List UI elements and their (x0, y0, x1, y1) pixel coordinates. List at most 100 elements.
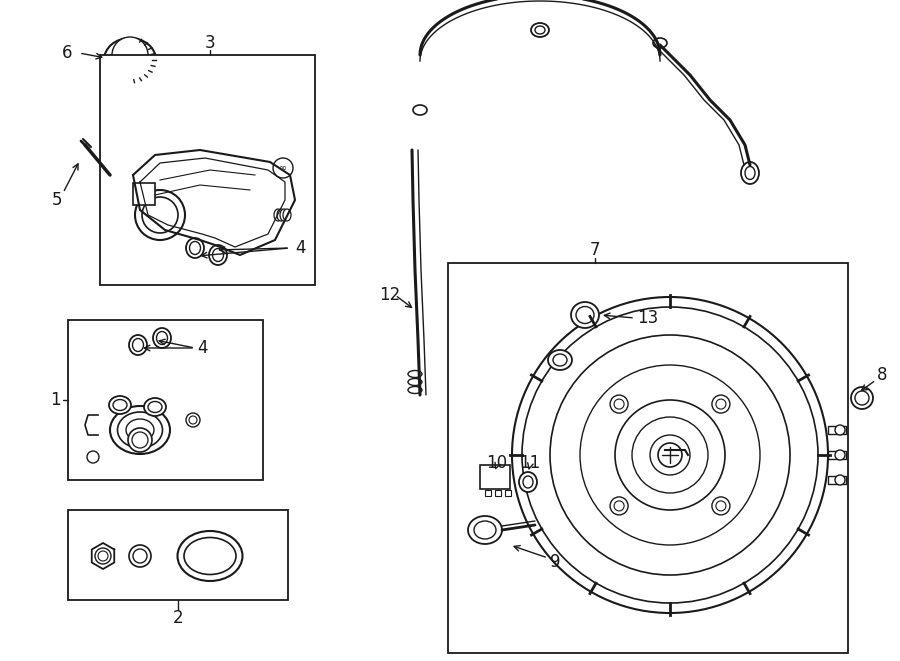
Text: 6: 6 (62, 44, 72, 62)
Circle shape (658, 443, 682, 467)
Circle shape (614, 399, 624, 409)
Ellipse shape (109, 396, 131, 414)
Circle shape (614, 501, 624, 511)
Text: 4: 4 (295, 239, 305, 257)
Circle shape (716, 501, 726, 511)
Bar (495, 490, 501, 496)
Circle shape (712, 395, 730, 413)
Circle shape (135, 190, 185, 240)
Ellipse shape (653, 38, 667, 48)
Circle shape (95, 548, 111, 564)
Ellipse shape (408, 379, 422, 385)
Text: 3: 3 (204, 34, 215, 52)
Circle shape (716, 399, 726, 409)
Circle shape (98, 551, 108, 561)
Text: 1: 1 (50, 391, 60, 409)
Circle shape (189, 416, 197, 424)
Ellipse shape (277, 209, 285, 221)
Ellipse shape (129, 335, 147, 355)
Bar (505, 490, 511, 496)
Ellipse shape (408, 387, 422, 393)
Ellipse shape (110, 406, 170, 454)
Ellipse shape (118, 412, 163, 448)
Text: 11: 11 (519, 454, 541, 472)
Circle shape (632, 417, 708, 493)
Ellipse shape (148, 401, 162, 412)
Ellipse shape (190, 241, 201, 254)
Text: ∞: ∞ (279, 163, 287, 173)
Text: 12: 12 (380, 286, 400, 304)
Circle shape (650, 435, 690, 475)
Bar (100, 55, 315, 285)
Text: 4: 4 (197, 339, 207, 357)
Circle shape (835, 425, 845, 435)
Text: 10: 10 (486, 454, 508, 472)
Circle shape (522, 307, 818, 603)
Ellipse shape (571, 302, 599, 328)
Ellipse shape (531, 23, 549, 37)
Ellipse shape (157, 332, 167, 344)
Circle shape (112, 37, 148, 73)
Circle shape (142, 197, 178, 233)
Ellipse shape (209, 245, 227, 265)
Text: 7: 7 (590, 241, 600, 259)
Ellipse shape (474, 521, 496, 539)
Bar (828, 451, 846, 459)
Circle shape (128, 428, 152, 452)
Ellipse shape (184, 537, 236, 574)
Circle shape (835, 475, 845, 485)
Circle shape (851, 387, 873, 409)
Bar (133, 183, 155, 205)
Ellipse shape (113, 399, 127, 410)
Circle shape (132, 432, 148, 448)
Circle shape (610, 395, 628, 413)
Bar (448, 263, 848, 653)
Ellipse shape (153, 328, 171, 348)
Text: 9: 9 (550, 553, 560, 571)
Ellipse shape (535, 26, 545, 34)
Text: 8: 8 (877, 366, 887, 384)
Text: 13: 13 (637, 309, 659, 327)
Circle shape (273, 158, 293, 178)
Ellipse shape (523, 476, 533, 488)
Circle shape (610, 497, 628, 515)
Ellipse shape (408, 371, 422, 377)
Bar (485, 490, 491, 496)
Ellipse shape (126, 419, 154, 441)
Ellipse shape (132, 338, 143, 352)
Circle shape (615, 400, 725, 510)
Ellipse shape (177, 531, 242, 581)
Ellipse shape (280, 209, 288, 221)
Ellipse shape (413, 105, 427, 115)
Ellipse shape (745, 167, 755, 180)
Circle shape (835, 450, 845, 460)
Ellipse shape (212, 249, 223, 262)
Circle shape (855, 391, 869, 405)
Circle shape (712, 497, 730, 515)
Bar (828, 426, 846, 434)
Ellipse shape (144, 398, 166, 416)
Circle shape (129, 545, 151, 567)
Circle shape (550, 335, 790, 575)
Ellipse shape (104, 38, 156, 82)
Text: 5: 5 (52, 191, 62, 209)
Ellipse shape (283, 209, 291, 221)
Bar (68, 320, 263, 480)
Ellipse shape (576, 307, 594, 323)
Text: 2: 2 (173, 609, 184, 627)
Circle shape (580, 365, 760, 545)
Circle shape (186, 413, 200, 427)
Circle shape (133, 549, 147, 563)
Ellipse shape (519, 472, 537, 492)
Bar (68, 510, 288, 600)
Ellipse shape (548, 350, 572, 370)
Bar (480, 465, 510, 489)
Ellipse shape (274, 209, 282, 221)
Bar (828, 476, 846, 484)
Ellipse shape (741, 162, 759, 184)
Ellipse shape (553, 354, 567, 366)
Circle shape (512, 297, 828, 613)
Circle shape (87, 451, 99, 463)
Ellipse shape (186, 238, 204, 258)
Ellipse shape (468, 516, 502, 544)
